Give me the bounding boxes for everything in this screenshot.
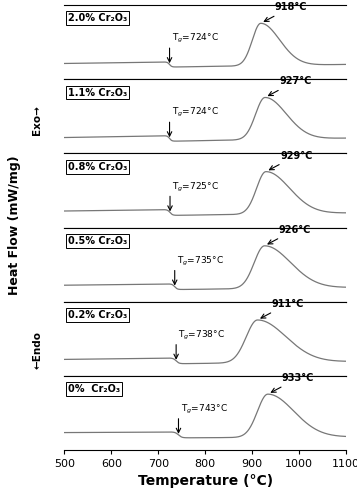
Text: Heat Flow (mW/mg): Heat Flow (mW/mg) — [8, 155, 21, 295]
Text: 933°C: 933°C — [271, 373, 314, 392]
Text: 929°C: 929°C — [270, 150, 312, 170]
Text: 0.2% Cr₂O₃: 0.2% Cr₂O₃ — [68, 310, 127, 320]
Text: 0%  Cr₂O₃: 0% Cr₂O₃ — [68, 384, 120, 394]
Text: T$_g$=738°C: T$_g$=738°C — [178, 329, 225, 342]
Text: 927°C: 927°C — [268, 76, 311, 96]
Text: 918°C: 918°C — [264, 2, 307, 21]
Text: 926°C: 926°C — [268, 224, 311, 244]
Text: T$_g$=725°C: T$_g$=725°C — [172, 180, 219, 194]
Text: 2.0% Cr₂O₃: 2.0% Cr₂O₃ — [68, 14, 127, 24]
Text: 1.1% Cr₂O₃: 1.1% Cr₂O₃ — [68, 88, 127, 98]
Text: T$_g$=724°C: T$_g$=724°C — [172, 32, 219, 46]
Text: Exo→: Exo→ — [32, 105, 42, 135]
Text: 0.5% Cr₂O₃: 0.5% Cr₂O₃ — [68, 236, 127, 246]
Text: T$_g$=735°C: T$_g$=735°C — [177, 254, 224, 268]
Text: T$_g$=724°C: T$_g$=724°C — [172, 106, 219, 120]
Text: 911°C: 911°C — [261, 299, 304, 318]
Text: Temperature (°C): Temperature (°C) — [138, 474, 273, 488]
Text: ←Endo: ←Endo — [32, 331, 42, 369]
Text: T$_g$=743°C: T$_g$=743°C — [181, 403, 228, 416]
Text: 0.8% Cr₂O₃: 0.8% Cr₂O₃ — [68, 162, 127, 172]
